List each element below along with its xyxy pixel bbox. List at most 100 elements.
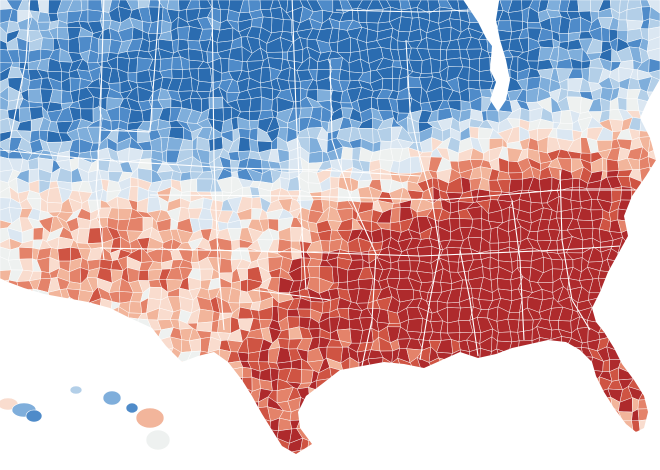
county — [90, 329, 98, 342]
county — [526, 408, 544, 422]
county — [207, 448, 220, 454]
county — [189, 406, 201, 421]
county — [600, 418, 614, 432]
county — [107, 371, 123, 381]
county — [457, 386, 473, 400]
county — [0, 309, 11, 322]
county — [407, 461, 421, 470]
county — [467, 0, 483, 14]
county — [647, 0, 660, 14]
county — [48, 346, 64, 363]
county — [39, 458, 53, 470]
county — [216, 431, 234, 442]
county — [651, 396, 660, 410]
county — [16, 341, 32, 354]
county — [648, 268, 660, 280]
county — [649, 6, 660, 22]
county — [18, 247, 34, 260]
county — [146, 379, 163, 391]
county — [469, 360, 481, 370]
county — [146, 449, 159, 454]
county — [307, 459, 322, 470]
county — [638, 419, 652, 432]
county — [392, 78, 400, 93]
county — [57, 419, 71, 431]
county — [617, 87, 629, 100]
county — [189, 381, 202, 389]
county — [316, 388, 332, 403]
county — [241, 458, 252, 470]
county — [638, 309, 651, 324]
county — [196, 178, 214, 193]
county — [487, 406, 499, 422]
county — [416, 368, 434, 380]
county — [500, 387, 511, 403]
county — [468, 418, 483, 431]
county — [427, 378, 442, 393]
county — [96, 336, 108, 348]
county — [40, 421, 48, 432]
county — [580, 341, 589, 349]
county — [340, 416, 350, 429]
county — [416, 439, 432, 452]
county — [98, 458, 112, 470]
county — [17, 360, 31, 374]
county — [380, 389, 389, 404]
county — [598, 452, 612, 454]
county — [569, 459, 582, 470]
county — [121, 347, 131, 359]
county — [538, 446, 551, 454]
county — [377, 417, 393, 430]
county — [137, 371, 152, 381]
county — [477, 397, 494, 412]
county — [299, 459, 307, 470]
county — [166, 410, 183, 420]
county — [198, 458, 207, 470]
county — [416, 376, 432, 393]
county — [27, 448, 42, 454]
county — [638, 428, 652, 444]
county — [647, 207, 660, 222]
county — [117, 436, 134, 452]
county — [386, 322, 401, 328]
island — [102, 390, 122, 406]
county — [566, 346, 584, 360]
county — [526, 420, 544, 429]
county — [392, 408, 402, 422]
county — [650, 340, 660, 352]
county — [447, 320, 461, 334]
county — [557, 346, 574, 362]
county — [460, 461, 472, 470]
county — [59, 439, 71, 450]
county — [597, 436, 614, 454]
county — [416, 428, 431, 444]
county — [437, 379, 451, 394]
county — [72, 306, 82, 322]
county — [96, 331, 108, 341]
county — [99, 307, 112, 322]
county — [647, 247, 660, 262]
county — [41, 413, 49, 423]
county — [17, 308, 34, 324]
county — [108, 410, 122, 422]
county — [76, 351, 90, 363]
county — [47, 336, 61, 348]
county — [370, 406, 381, 423]
county — [407, 439, 421, 449]
county — [648, 58, 660, 74]
county — [346, 400, 363, 412]
county — [367, 379, 382, 391]
county — [487, 420, 501, 434]
county — [71, 316, 82, 332]
county — [171, 68, 183, 80]
county — [208, 96, 224, 110]
county — [209, 419, 218, 433]
county — [482, 22, 489, 34]
county — [210, 396, 223, 411]
county — [128, 331, 139, 341]
county — [68, 400, 78, 411]
county — [9, 299, 24, 314]
county — [560, 428, 573, 442]
county — [616, 267, 634, 281]
county — [430, 366, 444, 381]
